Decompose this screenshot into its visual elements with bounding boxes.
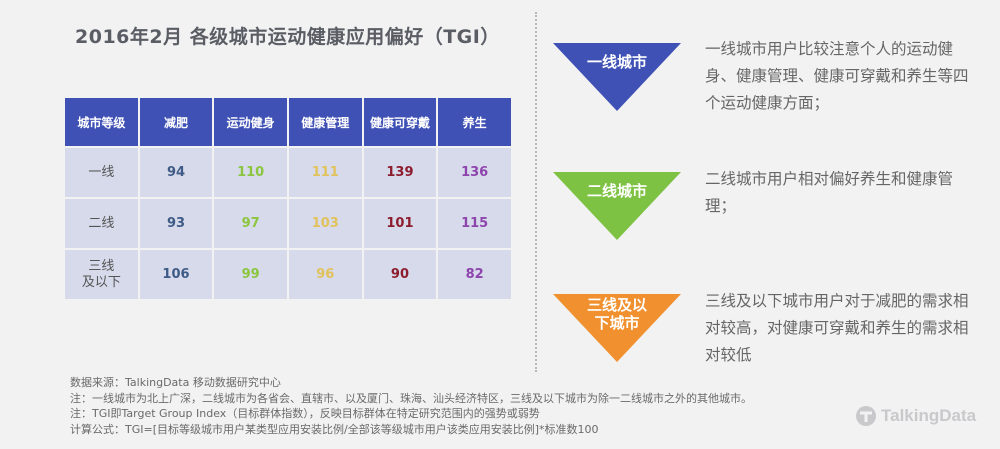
table-cell: 111	[286, 146, 364, 199]
table-cell: 139	[361, 146, 439, 199]
table-cell: 94	[137, 146, 215, 199]
tier1-badge-label: 一线城市	[586, 53, 647, 71]
footnote-tgi-definition: 注：TGI即Target Group Index（目标群体指数），反映目标群体在…	[70, 407, 540, 420]
source-note: 数据来源：TalkingData 移动数据研究中心	[70, 376, 281, 389]
table-cell: 97	[212, 197, 289, 250]
header-weight-loss: 减肥	[137, 96, 215, 148]
footnote-city-definition: 注：一线城市为北上广深，二线城市为各省会、直辖市、以及厦门、珠海、汕头经济特区，…	[70, 391, 752, 405]
table-cell: 106	[137, 248, 215, 301]
table-cell: 99	[212, 248, 289, 301]
triangle-down-icon	[553, 294, 681, 362]
vertical-divider	[535, 12, 537, 372]
tier2-insight-text: 二线城市用户相对偏好养生和健康管理；	[705, 170, 954, 215]
header-city-tier: 城市等级	[63, 96, 140, 148]
triangle-down-icon	[553, 43, 681, 111]
table-row: 一线 94 110 111 139 136	[63, 146, 513, 199]
table-cell: 82	[436, 248, 513, 301]
header-fitness: 运动健身	[212, 96, 289, 148]
triangle-down-icon	[553, 172, 681, 240]
footnotes: 数据来源：TalkingData 移动数据研究中心 注：一线城市为北上广深，二线…	[70, 375, 752, 437]
table-cell: 115	[436, 197, 513, 250]
table-row: 三线 及以下 106 99 96 90 82	[63, 248, 513, 301]
table-cell: 101	[361, 197, 439, 250]
row-label: 二线	[63, 197, 140, 250]
page-title: 2016年2月 各级城市运动健康应用偏好（TGI）	[75, 26, 500, 48]
table-header-row: 城市等级 减肥 运动健身 健康管理 健康可穿戴 养生	[63, 96, 513, 148]
table-cell: 136	[436, 146, 513, 199]
tier3-badge-label-line: 下城市	[594, 314, 640, 332]
header-wellness: 养生	[436, 96, 513, 148]
tier2-triangle-badge: 二线城市	[553, 170, 681, 240]
row-label-line: 三线	[88, 258, 115, 274]
table-cell: 110	[212, 146, 289, 199]
header-wearables: 健康可穿戴	[361, 96, 439, 148]
row-label-line: 及以下	[81, 274, 121, 290]
tgi-table: 城市等级 减肥 运动健身 健康管理 健康可穿戴 养生 一线 94 110 111…	[63, 96, 513, 301]
formula-note: 计算公式：TGI=[目标等级城市用户某类型应用安装比例/全部该等级城市用户该类应…	[70, 422, 599, 436]
tier3-triangle-badge: 三线及以 下城市	[553, 292, 681, 362]
row-label: 三线 及以下	[63, 248, 140, 301]
table-row: 二线 93 97 103 101 115	[63, 197, 513, 250]
tier1-triangle-badge: 一线城市	[553, 41, 681, 111]
table-cell: 90	[361, 248, 439, 301]
logo-text: TalkingData	[881, 406, 977, 425]
tier3-badge-label: 三线及以 下城市	[553, 296, 681, 332]
table-cell: 96	[286, 248, 364, 301]
tier2-badge-label: 二线城市	[586, 182, 647, 200]
tier3-badge-label-line: 三线及以	[586, 296, 647, 314]
tier3-insight-text: 三线及以下城市用户对于减肥的需求相对较高，对健康可穿戴和养生的需求相对较低	[705, 292, 969, 364]
tier1-insight-text: 一线城市用户比较注意个人的运动健身、健康管理、健康可穿戴和养生等四个运动健康方面…	[705, 40, 969, 112]
header-health-management: 健康管理	[286, 96, 364, 148]
table-cell: 103	[286, 197, 364, 250]
row-label: 一线	[63, 146, 140, 199]
talkingdata-logo: TalkingData	[855, 405, 976, 427]
talkingdata-logo-icon	[856, 406, 876, 426]
table-cell: 93	[137, 197, 215, 250]
